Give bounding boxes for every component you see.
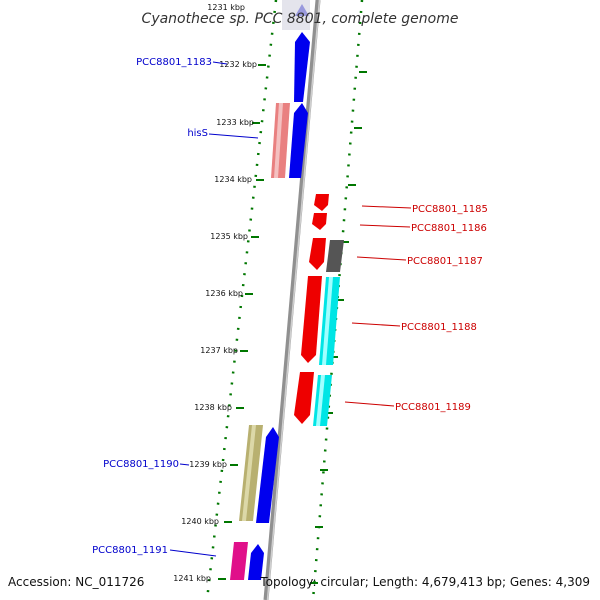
gene-arrow-pcc1188 — [301, 276, 322, 363]
tick-label: 1232 kbp — [219, 60, 257, 69]
cds-block-1191 — [230, 542, 248, 580]
gene-label-pcc1188: PCC8801_1188 — [401, 322, 477, 333]
cds-highlight — [316, 375, 325, 426]
tick-label: 1233 kbp — [216, 118, 254, 127]
map-title: Cyanothece sp. PCC 8801, complete genome — [142, 11, 459, 27]
cds-highlight — [242, 425, 256, 521]
tick-label: 1238 kbp — [194, 403, 232, 412]
tick-label: 1231 kbp — [207, 3, 245, 12]
tick-label: 1234 kbp — [214, 175, 252, 184]
gene-label-pcc1186: PCC8801_1186 — [411, 223, 487, 234]
gene-arrow-pcc1191 — [248, 544, 264, 580]
label-leader — [351, 322, 401, 327]
gene-label-pcc1183: PCC8801_1183 — [136, 57, 212, 68]
gene-arrow-pcc1185 — [314, 194, 329, 211]
gene-label-pcc1189: PCC8801_1189 — [395, 402, 471, 413]
tick-label: 1235 kbp — [210, 232, 248, 241]
tick-label: 1239 kbp — [189, 460, 227, 469]
gene-arrow-pcc1183 — [294, 32, 310, 102]
genome-backbone-highlight — [266, 0, 321, 600]
label-leader — [356, 256, 407, 261]
tick-label: 1237 kbp — [200, 346, 238, 355]
label-leader — [344, 401, 395, 407]
cds-highlight — [274, 103, 283, 178]
tick-label: 1240 kbp — [181, 517, 219, 526]
outer-ring-left — [205, 0, 278, 600]
gene-label-pcc1190: PCC8801_1190 — [103, 459, 179, 470]
cds-highlight — [322, 277, 333, 365]
gene-arrow-top — [295, 4, 309, 16]
label-leader — [361, 205, 412, 209]
tick-label: 1236 kbp — [205, 289, 243, 298]
label-leader — [212, 61, 228, 65]
gene-label-pcc1187: PCC8801_1187 — [407, 256, 483, 267]
label-leader — [169, 549, 217, 557]
gene-label-pcc1191: PCC8801_1191 — [92, 545, 168, 556]
gene-arrow-hiss — [289, 103, 308, 178]
gene-label-pcc1185: PCC8801_1185 — [412, 204, 488, 215]
gene-arrow-pcc1187 — [309, 238, 326, 270]
gene-arrow-pcc1189 — [294, 372, 314, 424]
gene-arrow-pcc1186 — [312, 213, 327, 230]
cds-block-1187 — [326, 240, 344, 272]
gene-arrow-pcc1190 — [256, 427, 279, 523]
label-leader — [359, 224, 411, 228]
accession-text: Accession: NC_011726 — [8, 575, 144, 589]
tick-label: 1241 kbp — [173, 574, 211, 583]
topology-text: Topology: circular; Length: 4,679,413 bp… — [259, 575, 590, 589]
outer-ring-right — [311, 0, 364, 600]
label-leader — [179, 463, 190, 466]
label-leader — [208, 133, 259, 139]
gene-label-hiss: hisS — [187, 128, 208, 139]
genome-backbone — [263, 0, 321, 600]
